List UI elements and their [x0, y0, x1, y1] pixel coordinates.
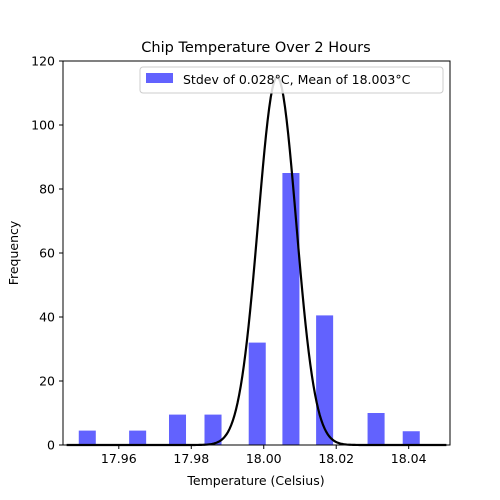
histogram-bar — [316, 315, 334, 445]
x-tick-label: 18.04 — [391, 451, 427, 466]
x-axis-ticks: 17.96 17.98 18.00 18.02 18.04 — [101, 445, 427, 466]
y-tick-label: 120 — [31, 54, 55, 69]
histogram-bar — [78, 430, 96, 445]
y-tick-label: 0 — [47, 438, 55, 453]
y-axis-ticks: 0 20 40 60 80 100 120 — [31, 54, 63, 453]
histogram-bar — [402, 431, 420, 445]
x-tick-label: 17.96 — [101, 451, 137, 466]
y-tick-label: 60 — [39, 246, 55, 261]
histogram-bar — [129, 430, 147, 445]
histogram-bar — [204, 414, 222, 445]
histogram-bars — [78, 173, 420, 445]
y-axis-label: Frequency — [6, 220, 21, 285]
y-tick-label: 80 — [39, 182, 55, 197]
histogram-bar — [282, 173, 300, 445]
legend-box — [139, 66, 444, 94]
legend-swatch — [146, 73, 173, 83]
x-tick-label: 17.98 — [173, 451, 209, 466]
plot-area — [62, 60, 451, 447]
x-tick-label: 18.00 — [246, 451, 282, 466]
y-tick-label: 100 — [31, 118, 55, 133]
histogram-bar — [168, 414, 187, 445]
histogram-bar — [367, 413, 385, 445]
x-axis-label: Temperature (Celsius) — [186, 473, 324, 488]
chart-title: Chip Temperature Over 2 Hours — [141, 40, 370, 56]
y-tick-label: 20 — [39, 374, 55, 389]
legend: Stdev of 0.028°C, Mean of 18.003°C — [139, 66, 444, 94]
x-tick-label: 18.02 — [318, 451, 354, 466]
legend-label: Stdev of 0.028°C, Mean of 18.003°C — [183, 72, 411, 87]
y-tick-label: 40 — [39, 310, 55, 325]
histogram-bar — [248, 342, 266, 445]
